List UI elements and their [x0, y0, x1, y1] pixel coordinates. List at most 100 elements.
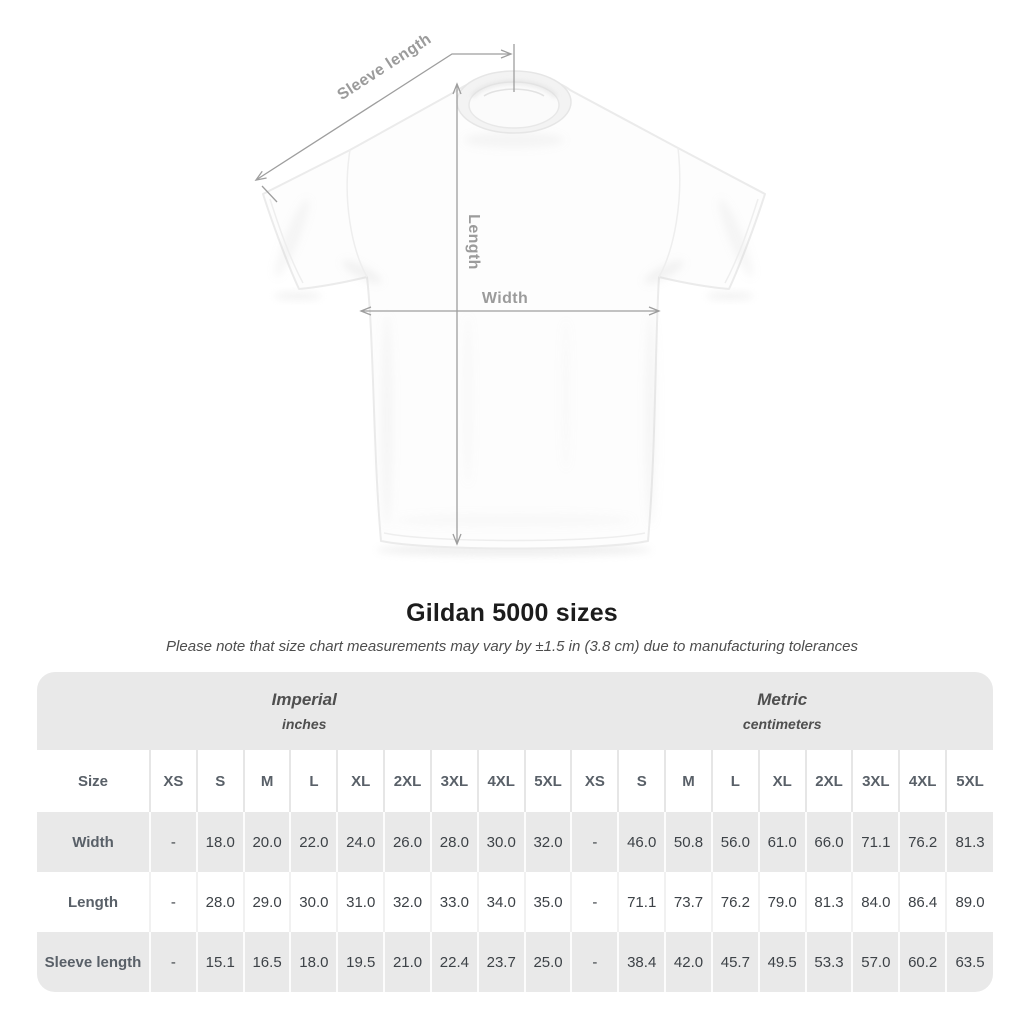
metric-group-header: Metric centimeters	[571, 672, 993, 750]
tolerance-note: Please note that size chart measurements…	[166, 638, 858, 655]
value-cell: 84.0	[851, 872, 900, 932]
value-cell: 18.0	[289, 932, 338, 992]
value-cell: 29.0	[242, 872, 291, 932]
value-cell: 89.0	[945, 872, 993, 932]
value-cell: 28.0	[195, 872, 244, 932]
value-cell: 45.7	[710, 932, 759, 992]
value-cell: 86.4	[898, 872, 947, 932]
value-cell: 71.1	[851, 812, 900, 872]
value-cell: -	[149, 812, 197, 872]
value-cell: 21.0	[383, 932, 431, 992]
value-cell: 81.3	[804, 872, 853, 932]
value-cell: 22.0	[289, 812, 338, 872]
size-col-imperial-4xl: 4XL	[476, 750, 525, 812]
value-cell: 28.0	[429, 812, 478, 872]
size-chart-container: Imperial inches Metric centimeters Size …	[37, 672, 993, 992]
value-cell: 19.5	[336, 932, 385, 992]
value-cell: 73.7	[664, 872, 712, 932]
size-col-imperial-3xl: 3XL	[429, 750, 478, 812]
sleeve-length-label: Sleeve length	[334, 31, 434, 104]
size-col-imperial-xs: XS	[149, 750, 197, 812]
measurement-annotations	[254, 44, 661, 546]
size-col-metric-m: M	[664, 750, 712, 812]
value-cell: 15.1	[195, 932, 244, 992]
page-title: Gildan 5000 sizes	[406, 599, 618, 627]
length-label: Length	[465, 214, 482, 270]
size-col-metric-s: S	[617, 750, 666, 812]
row-label: Sleeve length	[37, 932, 150, 992]
sleeve-extension-tick	[261, 185, 278, 203]
unit-group-row: Imperial inches Metric centimeters	[37, 672, 993, 750]
value-cell: 22.4	[429, 932, 478, 992]
value-cell: 35.0	[523, 872, 572, 932]
value-cell: -	[570, 812, 619, 872]
value-cell: 24.0	[336, 812, 385, 872]
value-cell: 81.3	[945, 812, 993, 872]
size-col-metric-l: L	[710, 750, 759, 812]
value-cell: -	[570, 872, 619, 932]
tshirt-illustration	[262, 70, 766, 550]
value-cell: 25.0	[523, 932, 572, 992]
row-label: Length	[37, 872, 150, 932]
size-col-metric-2xl: 2XL	[804, 750, 853, 812]
value-cell: 60.2	[898, 932, 947, 992]
value-cell: 32.0	[383, 872, 431, 932]
value-cell: -	[570, 932, 619, 992]
imperial-unit-label: inches	[282, 716, 327, 732]
value-cell: 71.1	[617, 872, 666, 932]
size-chart-table: Imperial inches Metric centimeters Size …	[37, 672, 993, 992]
value-cell: 63.5	[945, 932, 993, 992]
size-col-imperial-5xl: 5XL	[523, 750, 572, 812]
value-cell: 32.0	[523, 812, 572, 872]
value-cell: 56.0	[710, 812, 759, 872]
size-header-row: Size XS S M L XL 2XL 3XL 4XL 5XL XS S M L XL 2XL 3XL 4XL…	[37, 750, 993, 812]
size-column-header: Size	[37, 750, 150, 812]
value-cell: 66.0	[804, 812, 853, 872]
value-cell: 30.0	[289, 872, 338, 932]
value-cell: 49.5	[757, 932, 806, 992]
metric-label: Metric	[757, 690, 808, 709]
size-col-metric-3xl: 3XL	[851, 750, 900, 812]
value-cell: 26.0	[383, 812, 431, 872]
value-cell: 33.0	[429, 872, 478, 932]
size-col-imperial-l: L	[289, 750, 338, 812]
sleeve-length-arrow	[254, 49, 513, 181]
value-cell: 23.7	[476, 932, 525, 992]
value-cell: 38.4	[617, 932, 666, 992]
value-cell: 46.0	[617, 812, 666, 872]
imperial-label: Imperial	[271, 690, 337, 709]
size-col-metric-5xl: 5XL	[945, 750, 993, 812]
value-cell: -	[149, 872, 197, 932]
size-col-imperial-2xl: 2XL	[383, 750, 431, 812]
value-cell: 53.3	[804, 932, 853, 992]
imperial-group-header: Imperial inches	[37, 672, 572, 750]
size-col-imperial-xl: XL	[336, 750, 385, 812]
value-cell: 61.0	[757, 812, 806, 872]
value-cell: 20.0	[242, 812, 291, 872]
value-cell: 50.8	[664, 812, 712, 872]
table-row: Length -28.0 29.0 30.0 31.0 32.0 33.0 34.0 35.0-…	[37, 872, 993, 932]
value-cell: 16.5	[242, 932, 291, 992]
value-cell: 76.2	[898, 812, 947, 872]
size-col-metric-xs: XS	[570, 750, 619, 812]
value-cell: 76.2	[710, 872, 759, 932]
metric-unit-label: centimeters	[742, 716, 822, 732]
row-label: Width	[37, 812, 150, 872]
value-cell: 18.0	[195, 812, 244, 872]
value-cell: 79.0	[757, 872, 806, 932]
table-row: Width -18.0 20.0 22.0 24.0 26.0 28.0 30.0 32.0-4…	[37, 812, 993, 872]
value-cell: -	[149, 932, 197, 992]
value-cell: 57.0	[851, 932, 900, 992]
value-cell: 42.0	[664, 932, 712, 992]
value-cell: 34.0	[476, 872, 525, 932]
size-col-metric-xl: XL	[757, 750, 806, 812]
table-row: Sleeve length -15.1 16.5 18.0 19.5 21.0 22.4 23…	[37, 932, 993, 992]
size-col-imperial-s: S	[195, 750, 244, 812]
tshirt-size-diagram: Sleeve length Length Width	[254, 31, 766, 556]
value-cell: 31.0	[336, 872, 385, 932]
value-cell: 30.0	[476, 812, 525, 872]
size-col-imperial-m: M	[242, 750, 291, 812]
size-col-metric-4xl: 4XL	[898, 750, 947, 812]
width-label: Width	[482, 290, 528, 307]
